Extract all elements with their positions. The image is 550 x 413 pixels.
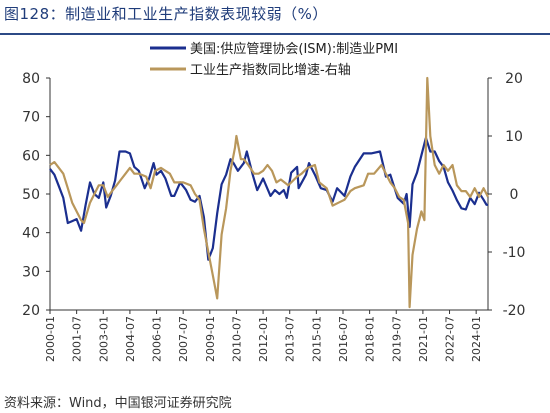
x-tick-label: 2016-07 bbox=[337, 316, 350, 362]
left-tick-label: 40 bbox=[22, 226, 40, 242]
legend-label-ip: 工业生产指数同比增速-右轴 bbox=[190, 63, 351, 78]
x-tick-label: 2004-07 bbox=[124, 316, 137, 362]
left-tick-label: 80 bbox=[22, 71, 40, 87]
source-note: 资料来源：Wind，中国银河证券研究院 bbox=[4, 396, 232, 411]
x-tick-label: 2013-07 bbox=[284, 316, 297, 362]
right-tick-label: -20 bbox=[503, 303, 526, 319]
title-rule bbox=[0, 33, 550, 35]
x-tick-label: 2007-07 bbox=[177, 316, 190, 362]
x-tick-label: 2024-01 bbox=[470, 316, 483, 362]
pmi-series-line bbox=[49, 136, 488, 261]
figure-title: 图128：制造业和工业生产指数表现较弱（%） bbox=[4, 5, 328, 23]
x-tick-label: 2000-01 bbox=[44, 316, 57, 362]
x-tick-label: 2006-01 bbox=[151, 316, 164, 362]
x-tick-label: 2003-01 bbox=[97, 316, 110, 362]
legend-label-pmi: 美国:供应管理协会(ISM):制造业PMI bbox=[190, 41, 398, 57]
x-tick-label: 2012-01 bbox=[257, 316, 270, 362]
x-tick-label: 2018-01 bbox=[364, 316, 377, 362]
left-tick-label: 30 bbox=[22, 264, 40, 280]
right-tick-label: 10 bbox=[505, 129, 523, 145]
left-tick-label: 50 bbox=[22, 187, 40, 203]
x-tick-label: 2022-07 bbox=[444, 316, 457, 362]
left-tick-label: 60 bbox=[22, 148, 40, 164]
x-tick-label: 2009-01 bbox=[204, 316, 217, 362]
x-tick-label: 2010-07 bbox=[230, 316, 243, 362]
right-tick-label: -10 bbox=[503, 245, 526, 261]
left-tick-label: 20 bbox=[22, 303, 40, 319]
x-tick-label: 2019-07 bbox=[390, 316, 403, 362]
right-tick-label: 0 bbox=[510, 187, 519, 203]
x-tick-label: 2015-01 bbox=[310, 316, 323, 362]
left-tick-label: 70 bbox=[22, 110, 40, 126]
x-tick-label: 2001-07 bbox=[71, 316, 84, 362]
right-tick-label: 20 bbox=[505, 71, 523, 87]
x-tick-label: 2021-01 bbox=[417, 316, 430, 362]
ip-yoy-series-line bbox=[49, 76, 489, 309]
